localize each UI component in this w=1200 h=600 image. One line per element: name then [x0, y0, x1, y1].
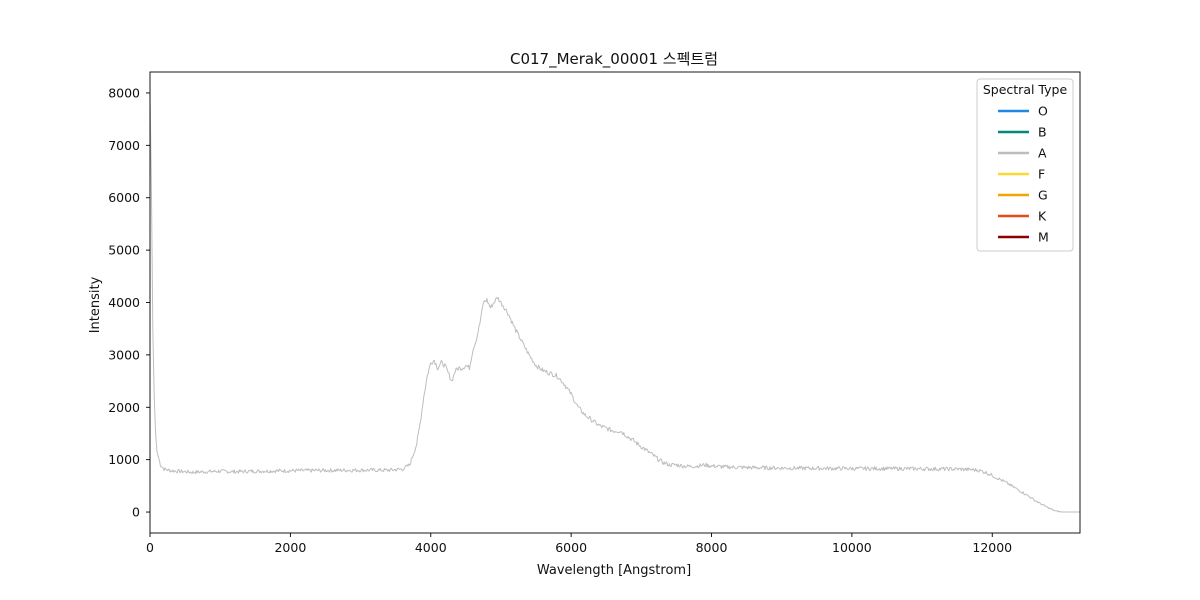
x-tick-label: 10000 — [832, 540, 872, 555]
x-tick-label: 0 — [146, 540, 154, 555]
y-axis-label: Intensity — [88, 276, 103, 333]
x-axis-label: Wavelength [Angstrom] — [537, 563, 691, 578]
plot-area — [149, 71, 1081, 534]
chart-title: C017_Merak_00001 스펙트럼 — [510, 50, 718, 69]
x-tick-label: 6000 — [555, 540, 587, 555]
x-tick-label: 2000 — [274, 540, 306, 555]
y-tick-label: 0 — [132, 505, 140, 520]
y-tick-label: 5000 — [108, 243, 140, 258]
legend-label-F: F — [1038, 167, 1045, 182]
legend-title: Spectral Type — [983, 82, 1068, 97]
plot-background — [150, 72, 1080, 533]
x-tick-label: 12000 — [972, 540, 1012, 555]
legend-box — [976, 78, 1074, 252]
y-tick-label: 6000 — [108, 190, 140, 205]
y-tick-label: 8000 — [108, 85, 140, 100]
legend-label-B: B — [1038, 125, 1047, 140]
x-tick-label: 8000 — [696, 540, 728, 555]
y-tick-label: 7000 — [108, 138, 140, 153]
legend-label-M: M — [1038, 230, 1049, 245]
y-axis: 0 1000 2000 3000 4000 5000 6000 7000 8000 — [108, 85, 150, 520]
legend-label-O: O — [1038, 104, 1048, 119]
x-axis: 0 2000 4000 6000 8000 10000 12000 — [146, 533, 1012, 555]
legend-label-A: A — [1038, 146, 1047, 161]
series-layer — [149, 92, 1080, 513]
y-tick-label: 2000 — [108, 400, 140, 415]
series-line-A — [149, 92, 1080, 513]
x-tick-label: 4000 — [415, 540, 447, 555]
y-tick-label: 3000 — [108, 347, 140, 362]
y-tick-label: 4000 — [108, 295, 140, 310]
legend-label-K: K — [1038, 209, 1047, 224]
legend-label-G: G — [1038, 188, 1048, 203]
y-tick-label: 1000 — [108, 452, 140, 467]
